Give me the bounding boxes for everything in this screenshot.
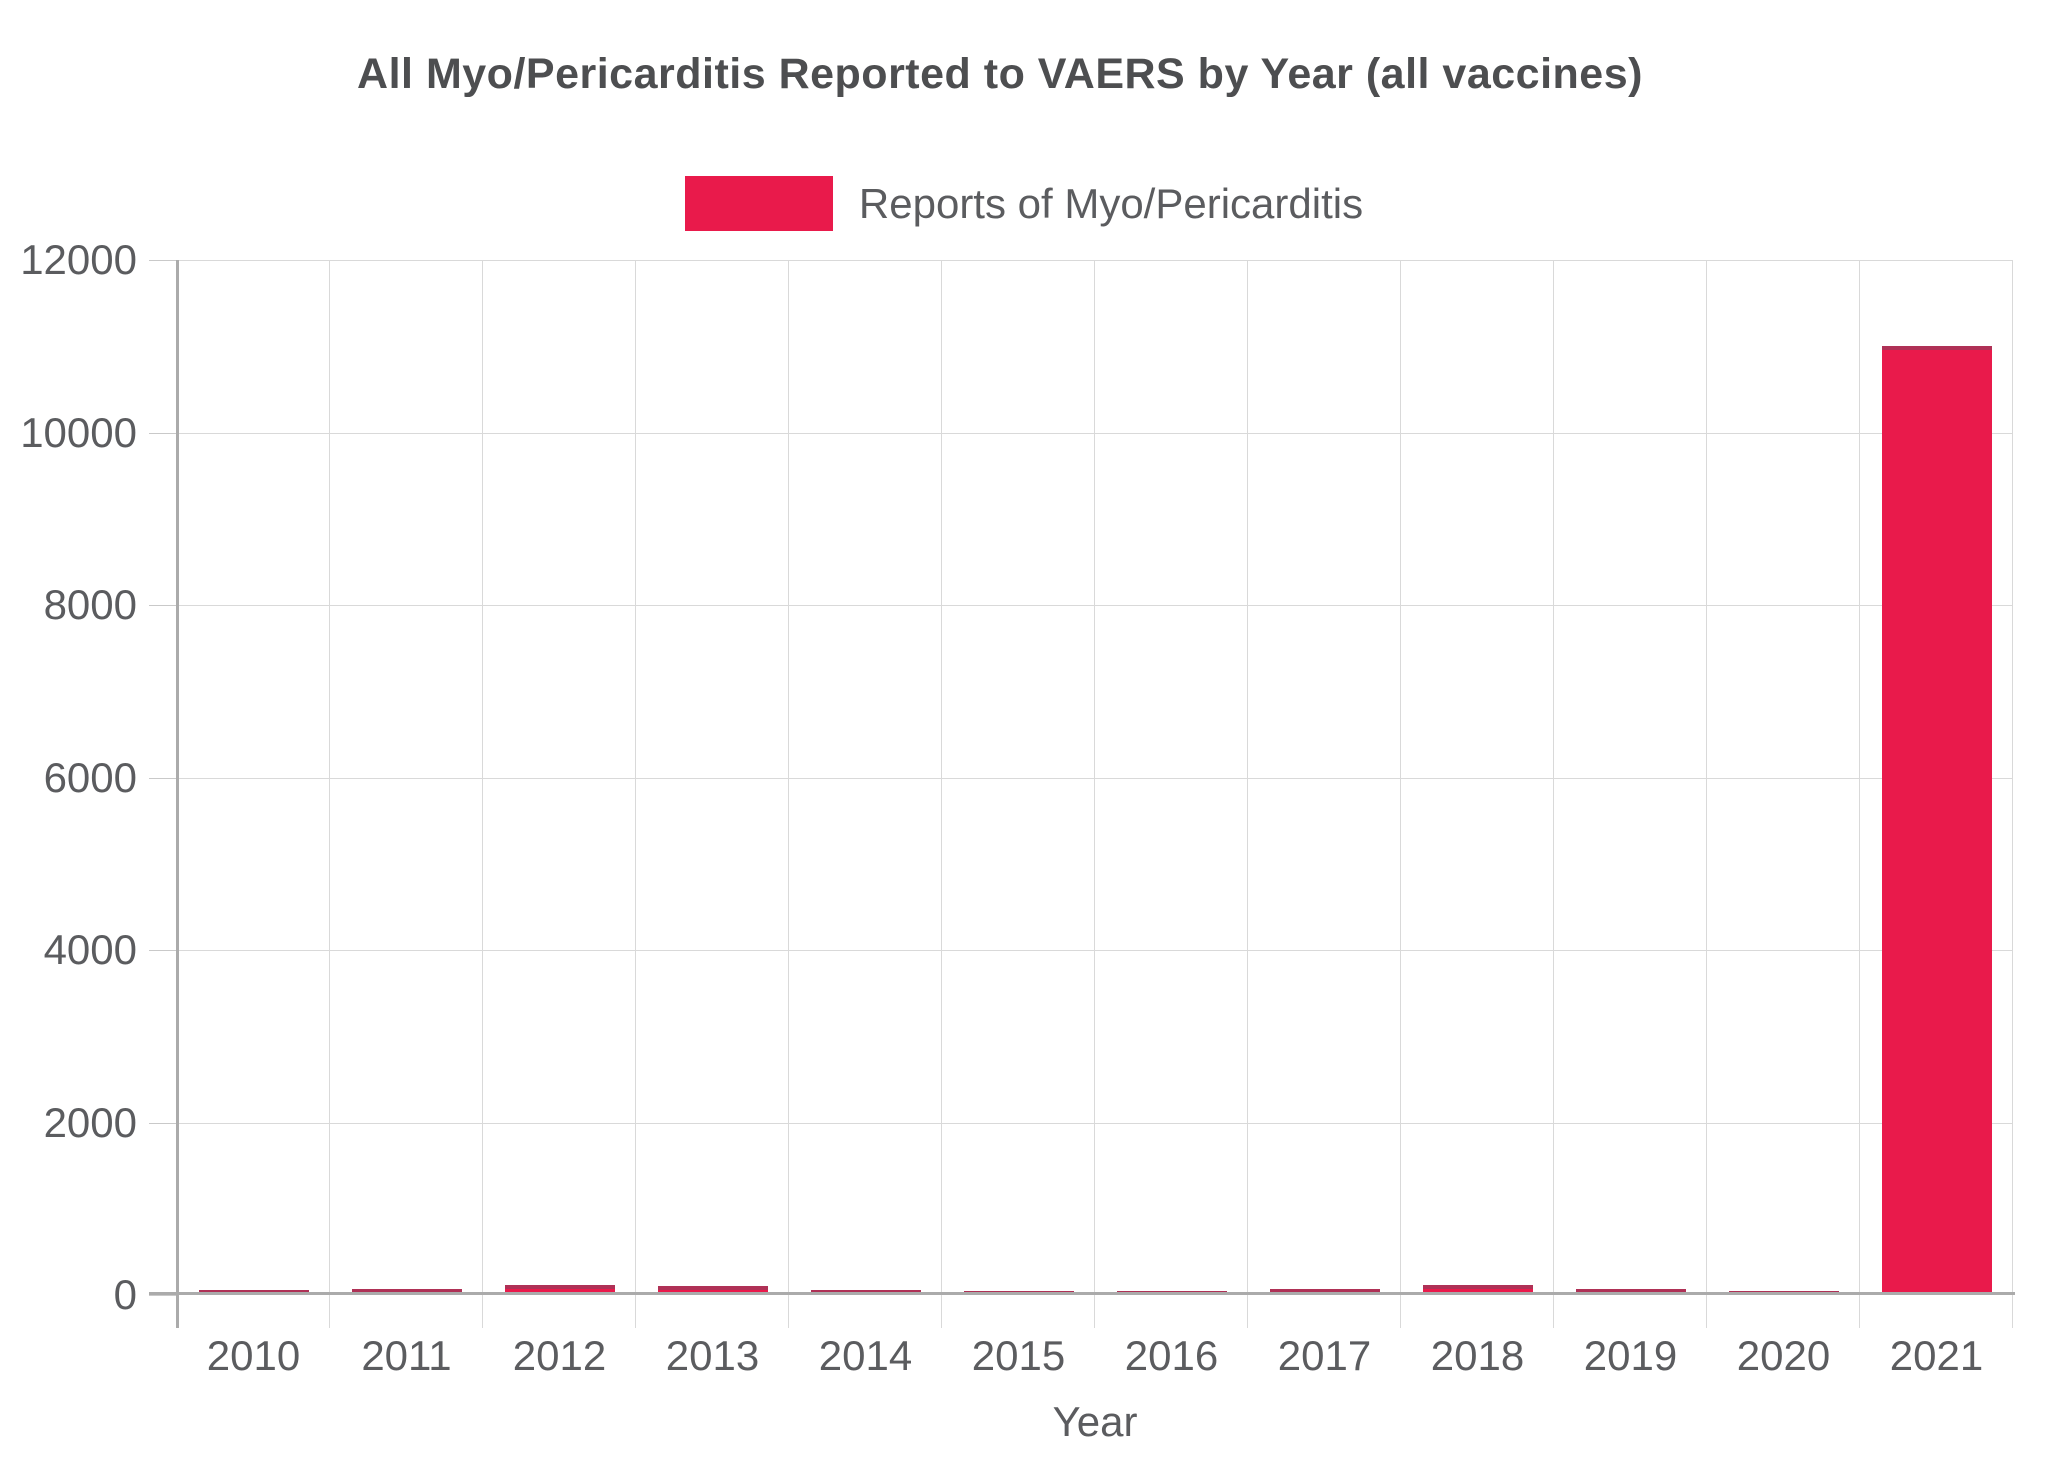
x-axis-title: Year (1052, 1398, 1138, 1445)
legend-swatch (684, 176, 833, 231)
x-gridline (1859, 260, 1860, 1328)
y-axis-tick-label: 10000 (20, 408, 137, 456)
y-gridline (177, 777, 2013, 779)
x-axis-tick-label: 2013 (665, 1332, 760, 1379)
y-gridline (177, 605, 2013, 606)
y-axis-tick-label: 12000 (20, 236, 137, 283)
x-gridline (1553, 260, 1554, 1328)
x-gridline (941, 260, 942, 1328)
x-gridline (1247, 260, 1248, 1328)
x-axis-tick-label: 2019 (1583, 1332, 1678, 1379)
y-gridline (177, 950, 2013, 951)
x-gridline (635, 260, 636, 1328)
x-axis-tick-label: 2016 (1124, 1332, 1219, 1379)
legend: Reports of Myo/Pericarditis (0, 176, 2048, 231)
x-axis-tick-label: 2010 (206, 1332, 301, 1379)
bar-2012 (505, 1285, 615, 1295)
y-axis-tick (149, 950, 177, 951)
y-gridline (177, 1122, 2013, 1124)
y-axis-tick (149, 1122, 177, 1124)
x-gridline (329, 260, 330, 1328)
y-axis-tick-label: 8000 (43, 581, 137, 628)
x-gridline (1706, 260, 1707, 1328)
y-axis-tick-label: 6000 (43, 753, 137, 801)
y-axis-tick-label: 0 (113, 1271, 137, 1318)
x-gridline (788, 260, 789, 1328)
y-gridline (177, 432, 2013, 434)
x-gridline (2012, 260, 2013, 1328)
bar-2013 (658, 1286, 768, 1295)
x-gridline (1094, 260, 1095, 1328)
y-axis-tick-label: 2000 (43, 1098, 137, 1146)
y-gridline (177, 260, 2013, 261)
y-axis-tick (149, 605, 177, 606)
x-axis-tick-label: 2015 (971, 1332, 1066, 1379)
x-axis-tick-label: 2020 (1736, 1332, 1831, 1379)
plot-area: 12000 10000 8000 6000 4000 2000 0 2010 2011 2012 2… (20, 236, 2015, 1379)
x-axis-tick-label: 2014 (818, 1332, 913, 1379)
x-axis-tick-label: 2017 (1277, 1332, 1372, 1379)
y-axis-tick-label: 4000 (43, 926, 137, 973)
x-axis-tick-label: 2018 (1430, 1332, 1525, 1379)
y-axis-tick (149, 1295, 177, 1296)
x-axis-tick-label: 2011 (361, 1332, 452, 1379)
x-axis-tick-label: 2021 (1889, 1332, 1984, 1379)
bar-2021 (1882, 346, 1992, 1295)
x-gridline (482, 260, 483, 1328)
x-axis-tick-label: 2012 (512, 1332, 607, 1379)
x-axis-line (149, 1292, 2015, 1295)
y-axis-tick (149, 432, 177, 434)
legend-label: Reports of Myo/Pericarditis (858, 179, 1364, 227)
bar-2018 (1423, 1285, 1533, 1295)
y-axis-tick (149, 260, 177, 261)
x-gridline (1400, 260, 1401, 1328)
chart-title: All Myo/Pericarditis Reported to VAERS b… (357, 50, 1643, 98)
y-axis-line (176, 260, 179, 1328)
y-axis-tick (149, 777, 177, 779)
